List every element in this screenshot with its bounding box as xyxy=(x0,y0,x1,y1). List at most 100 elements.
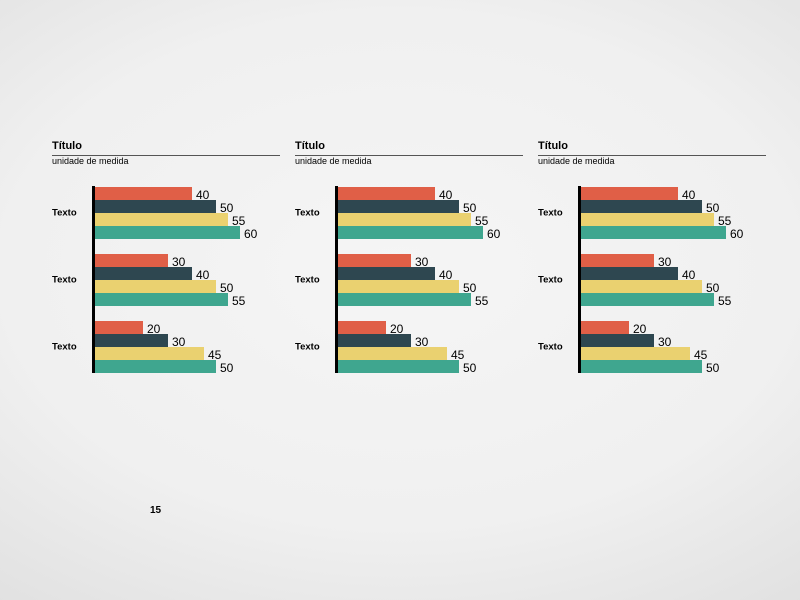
bar-value-label: 50 xyxy=(220,362,233,374)
bar-value-label: 45 xyxy=(208,349,221,361)
bar-row: 40 xyxy=(338,267,523,280)
bar-row: 55 xyxy=(581,293,766,306)
bar-row: 55 xyxy=(338,293,523,306)
page-number: 15 xyxy=(150,505,161,516)
bar-value-label: 50 xyxy=(220,202,233,214)
bar-group: Texto40505560 xyxy=(581,186,766,239)
bar-value-label: 20 xyxy=(147,323,160,335)
bar xyxy=(338,254,411,267)
bar-value-label: 55 xyxy=(232,295,245,307)
bar xyxy=(581,187,678,200)
bar xyxy=(95,226,240,239)
bar xyxy=(338,187,435,200)
bar-row: 20 xyxy=(95,321,280,334)
bar xyxy=(338,213,471,226)
bar-value-label: 40 xyxy=(682,189,695,201)
bar xyxy=(581,334,654,347)
bar-row: 50 xyxy=(338,360,523,373)
chart-title: Título xyxy=(538,140,766,152)
bar-row: 45 xyxy=(581,347,766,360)
bar xyxy=(95,360,216,373)
bar-value-label: 55 xyxy=(718,215,731,227)
chart-subtitle: unidade de medida xyxy=(295,156,523,166)
category-label: Texto xyxy=(538,274,578,285)
bar-group: Texto20304550 xyxy=(338,320,523,373)
bar-value-label: 55 xyxy=(475,215,488,227)
bars-column: Texto40505560Texto30405055Texto20304550 xyxy=(95,186,280,373)
bar-row: 30 xyxy=(95,334,280,347)
bar-chart: Títulounidade de medidaTexto40505560Text… xyxy=(52,140,280,373)
bar-row: 30 xyxy=(338,334,523,347)
bar xyxy=(338,321,386,334)
bar-value-label: 50 xyxy=(706,362,719,374)
bar xyxy=(95,321,143,334)
plot-area: Texto40505560Texto30405055Texto20304550 xyxy=(578,186,766,373)
bar-row: 30 xyxy=(95,254,280,267)
bar xyxy=(95,213,228,226)
bar-value-label: 55 xyxy=(475,295,488,307)
bar xyxy=(95,280,216,293)
bar-value-label: 40 xyxy=(196,269,209,281)
bar xyxy=(95,347,204,360)
bar-value-label: 30 xyxy=(172,256,185,268)
bar-row: 40 xyxy=(581,267,766,280)
bar-value-label: 50 xyxy=(463,362,476,374)
bar-row: 50 xyxy=(95,280,280,293)
bar-value-label: 55 xyxy=(718,295,731,307)
bar xyxy=(581,226,726,239)
bar xyxy=(581,280,702,293)
category-label: Texto xyxy=(295,274,335,285)
bar xyxy=(338,360,459,373)
bar-row: 60 xyxy=(95,226,280,239)
bar-row: 50 xyxy=(581,200,766,213)
bar xyxy=(338,200,459,213)
bar-row: 55 xyxy=(95,213,280,226)
chart-subtitle: unidade de medida xyxy=(538,156,766,166)
bar-row: 50 xyxy=(95,200,280,213)
bar-value-label: 30 xyxy=(658,256,671,268)
bar-group: Texto40505560 xyxy=(338,186,523,239)
bar-value-label: 40 xyxy=(439,269,452,281)
bar xyxy=(95,200,216,213)
bar xyxy=(581,213,714,226)
bar xyxy=(338,347,447,360)
bar xyxy=(95,254,168,267)
bars-column: Texto40505560Texto30405055Texto20304550 xyxy=(338,186,523,373)
bar xyxy=(338,334,411,347)
bar-row: 50 xyxy=(338,200,523,213)
bar-row: 50 xyxy=(581,280,766,293)
bar xyxy=(338,226,483,239)
bar-row: 30 xyxy=(581,254,766,267)
bar-chart: Títulounidade de medidaTexto40505560Text… xyxy=(538,140,766,373)
bar-row: 50 xyxy=(581,360,766,373)
bar-value-label: 45 xyxy=(451,349,464,361)
bar-row: 40 xyxy=(95,267,280,280)
category-label: Texto xyxy=(295,207,335,218)
bar-value-label: 60 xyxy=(487,228,500,240)
bar-group: Texto30405055 xyxy=(338,253,523,306)
bar xyxy=(95,267,192,280)
charts-row: Títulounidade de medidaTexto40505560Text… xyxy=(52,140,766,373)
bars-column: Texto40505560Texto30405055Texto20304550 xyxy=(581,186,766,373)
bar-row: 40 xyxy=(338,187,523,200)
bar-row: 55 xyxy=(581,213,766,226)
bar-value-label: 20 xyxy=(390,323,403,335)
bar-value-label: 40 xyxy=(682,269,695,281)
chart-title: Título xyxy=(52,140,280,152)
bar-value-label: 50 xyxy=(706,282,719,294)
bar-value-label: 50 xyxy=(463,202,476,214)
category-label: Texto xyxy=(52,274,92,285)
chart-title: Título xyxy=(295,140,523,152)
bar-value-label: 55 xyxy=(232,215,245,227)
bar-row: 45 xyxy=(95,347,280,360)
bar-chart: Títulounidade de medidaTexto40505560Text… xyxy=(295,140,523,373)
bar-group: Texto30405055 xyxy=(581,253,766,306)
bar-row: 55 xyxy=(338,213,523,226)
bar-row: 30 xyxy=(338,254,523,267)
bar-row: 55 xyxy=(95,293,280,306)
plot-area: Texto40505560Texto30405055Texto20304550 xyxy=(335,186,523,373)
slide-stage: Títulounidade de medidaTexto40505560Text… xyxy=(0,0,800,600)
bar xyxy=(338,293,471,306)
bar-value-label: 30 xyxy=(658,336,671,348)
bar-row: 45 xyxy=(338,347,523,360)
